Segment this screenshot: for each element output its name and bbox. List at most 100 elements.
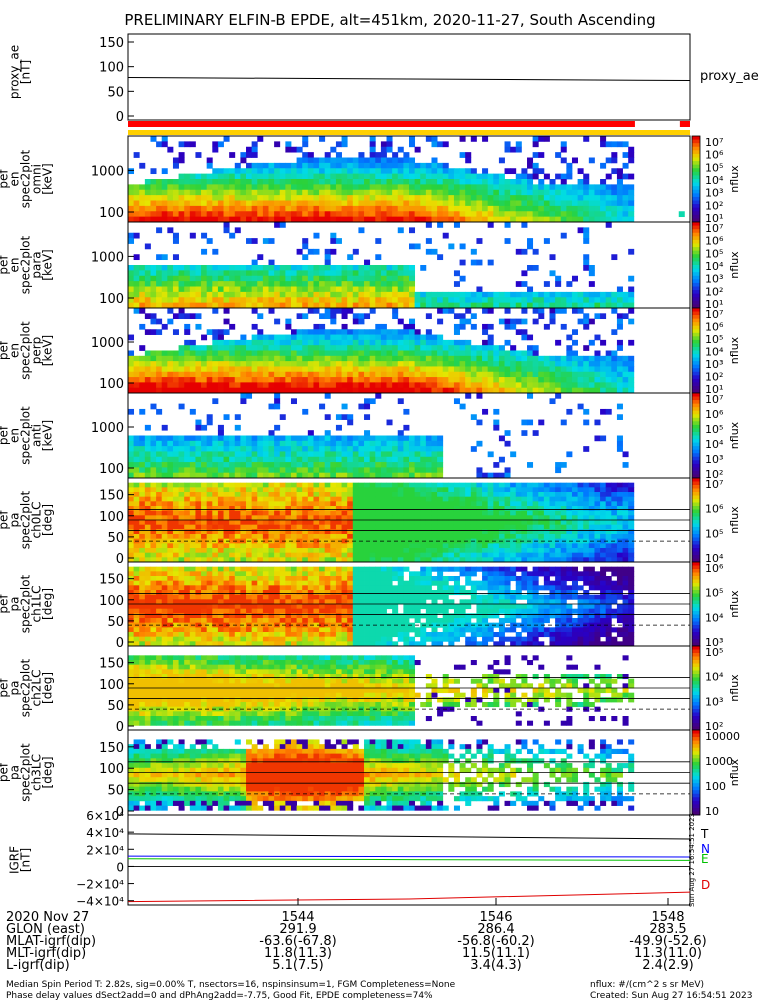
spec2plot_perp-cell <box>274 334 281 341</box>
spec2plot_omni-cell <box>577 195 584 201</box>
spec2plot_para-cell <box>195 281 202 287</box>
spec2plot_ch0LC-cell <box>324 506 331 512</box>
spec2plot_omni-cell <box>161 189 168 196</box>
spec2plot_omni-cell <box>184 179 191 185</box>
spec2plot_ch0LC-colorbar-tick: 10⁵ <box>705 527 723 540</box>
spec2plot_anti-cell <box>223 414 230 420</box>
spec2plot_perp-cell <box>555 361 562 367</box>
spec2plot_ch0LC-cell <box>184 520 191 526</box>
spec2plot_perp-cell <box>442 361 449 367</box>
spec2plot_perp-cell <box>442 339 449 346</box>
spec2plot_anti-cell <box>347 456 354 463</box>
spec2plot_ch0LC-cell <box>369 492 376 498</box>
spec2plot_omni-cell <box>161 216 168 223</box>
spec2plot_perp-cell <box>184 329 191 335</box>
spec2plot_perp-cell <box>510 361 517 367</box>
spec2plot_perp-cell <box>431 377 438 383</box>
spec2plot_omni-cell <box>223 195 230 201</box>
spec2plot_perp-cell <box>341 323 348 330</box>
spec2plot_ch0LC-cell <box>307 496 314 502</box>
spec2plot_perp-cell <box>358 329 365 335</box>
spec2plot_ch0LC-cell <box>437 506 444 512</box>
spec2plot_ch0LC-cell <box>290 548 297 554</box>
spec2plot_ch0LC-cell <box>504 506 511 512</box>
spec2plot_anti-cell <box>285 451 292 458</box>
spec2plot_para-cell <box>172 232 179 239</box>
spec2plot_ch0LC-cell <box>364 543 371 549</box>
spec2plot_ch0LC-cell <box>369 506 376 512</box>
spec2plot_perp-cell <box>560 308 567 314</box>
spec2plot_anti-cell <box>178 446 185 452</box>
spec2plot_omni-cell <box>189 200 196 207</box>
spec2plot_ch0LC-cell <box>257 487 264 493</box>
spec2plot_ch0LC-cell <box>279 543 286 549</box>
spec2plot_ch0LC-cell <box>437 548 444 554</box>
spec2plot_anti-cell <box>397 440 404 447</box>
spec2plot_omni-cell <box>156 179 163 185</box>
spec2plot_perp-cell <box>167 361 174 367</box>
spec2plot_para-cell <box>139 265 146 271</box>
spec2plot_para-cell <box>313 281 320 287</box>
spec2plot_omni-cell <box>605 216 612 223</box>
spec2plot_ch0LC-cell <box>605 506 612 512</box>
spec2plot_omni-cell <box>150 200 157 207</box>
spec2plot_omni-cell <box>229 173 236 180</box>
spec2plot_perp-cell <box>178 382 185 389</box>
spec2plot_perp-cell <box>431 334 438 341</box>
spec2plot_ch0LC-cell <box>347 529 354 535</box>
spec2plot_omni-cell <box>409 205 416 212</box>
spec2plot_perp-cell <box>290 345 297 351</box>
spec2plot_omni-cell <box>403 179 410 185</box>
spec2plot_ch0LC-cell <box>195 496 202 502</box>
spec2plot_omni-cell <box>296 157 303 164</box>
spec2plot_perp-cell <box>380 382 387 389</box>
spec2plot_perp-cell <box>139 323 146 330</box>
spec2plot_ch0LC-cell <box>324 534 331 540</box>
spec2plot_ch0LC-cell <box>628 557 635 563</box>
spec2plot_ch0LC-cell <box>144 538 151 544</box>
spec2plot_para-cell <box>504 297 511 304</box>
spec2plot_para-cell <box>397 297 404 304</box>
spec2plot_anti-cell <box>493 419 500 426</box>
spec2plot_ch0LC-cell <box>571 510 578 516</box>
spec2plot_ch0LC-cell <box>201 492 208 498</box>
spec2plot_perp-cell <box>172 366 179 373</box>
spec2plot_ch0LC-cell <box>543 515 550 521</box>
spec2plot_omni-cell <box>285 141 292 148</box>
spec2plot_perp-cell <box>330 377 337 383</box>
spec2plot_omni-cell <box>628 184 635 191</box>
spec2plot_omni-cell <box>296 162 303 169</box>
spec2plot_perp-cell <box>302 371 309 378</box>
spec2plot_anti-cell <box>268 403 275 410</box>
spec2plot_anti-cell <box>189 462 196 468</box>
spec2plot_perp-cell <box>493 377 500 383</box>
spec2plot_perp-cell <box>335 366 342 373</box>
spec2plot_ch0LC-cell <box>594 529 601 535</box>
spec2plot_ch0LC-cell <box>527 496 534 502</box>
spec2plot_anti-cell <box>206 467 213 474</box>
spec2plot_ch0LC-cell <box>364 548 371 554</box>
spec2plot_ch0LC-cell <box>600 515 607 521</box>
spec2plot_ch0LC-cell <box>482 506 489 512</box>
spec2plot_perp-cell <box>307 329 314 335</box>
spec2plot_perp-cell <box>167 387 174 394</box>
spec2plot_anti-cell <box>403 456 410 463</box>
spec2plot_omni-cell <box>302 200 309 207</box>
spec2plot_anti-cell <box>234 424 241 431</box>
spec2plot_para-cell <box>364 275 371 282</box>
spec2plot_omni-cell <box>476 216 483 223</box>
spec2plot_anti-cell <box>150 467 157 474</box>
spec2plot_ch0LC-cell <box>150 501 157 507</box>
spec2plot_omni-cell <box>268 189 275 196</box>
spec2plot_anti-cell <box>375 456 382 463</box>
spec2plot_anti-cell <box>217 467 224 474</box>
spec2plot_ch0LC-cell <box>571 492 578 498</box>
spec2plot_ch0LC-cell <box>223 548 230 554</box>
spec2plot_ch0LC-cell <box>156 524 163 530</box>
spec2plot_omni-cell <box>161 168 168 175</box>
spec2plot_ch0LC-cell <box>313 496 320 502</box>
spec2plot_omni-cell <box>319 216 326 223</box>
spec2plot_perp-ylabel: elbpefenspec2plotperp[keV] <box>0 321 55 380</box>
spec2plot_para-cell <box>628 286 635 293</box>
spec2plot_ch0LC-cell <box>611 534 618 540</box>
